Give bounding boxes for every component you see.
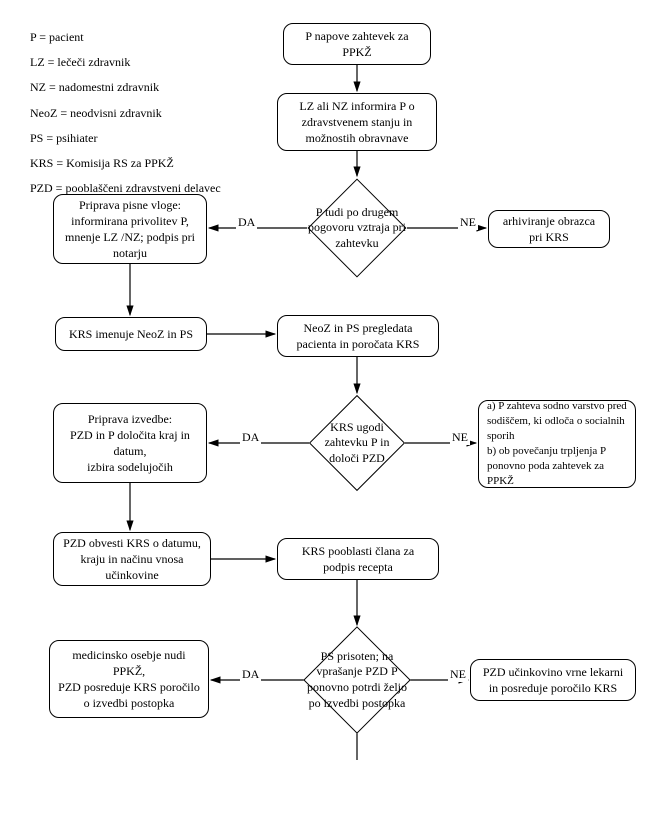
node-label: a) P zahteva sodno varstvo pred sodiščem… [487,399,627,488]
edge-label-no: NE [448,667,468,682]
node-d3: PS prisoten; na vprašanje PZD P ponovno … [304,627,410,733]
node-n8: a) P zahteva sodno varstvo pred sodiščem… [478,400,636,488]
edge-label-yes: DA [236,215,257,230]
node-label: P napove zahtevek za PPKŽ [292,28,422,60]
node-n9: PZD obvesti KRS o datumu, kraju in način… [53,532,211,586]
edge-label-no: NE [458,215,478,230]
node-label: NeoZ in PS pregledata pacienta in poroča… [286,320,430,352]
node-label: P tudi po drugem pogovoru vztraja pri za… [308,205,406,252]
legend-item: PS = psihiater [30,126,221,151]
node-n3: Priprava pisne vloge: informirana privol… [53,194,207,264]
legend-item: NeoZ = neodvisni zdravnik [30,101,221,126]
node-label: Priprava pisne vloge: informirana privol… [62,197,198,262]
node-label: LZ ali NZ informira P o zdravstvenem sta… [286,98,428,147]
node-n12: PZD učinkovino vrne lekarni in posreduje… [470,659,636,701]
node-n1: P napove zahtevek za PPKŽ [283,23,431,65]
legend: P = pacient LZ = lečeči zdravnik NZ = na… [30,25,221,201]
node-label: KRS imenuje NeoZ in PS [69,326,193,342]
edge-label-yes: DA [240,430,261,445]
node-n5: KRS imenuje NeoZ in PS [55,317,207,351]
node-label: KRS pooblasti člana za podpis recepta [286,543,430,575]
flowchart-canvas: P = pacient LZ = lečeči zdravnik NZ = na… [0,0,647,819]
node-label: Priprava izvedbe: PZD in P določita kraj… [62,411,198,476]
node-n10: KRS pooblasti člana za podpis recepta [277,538,439,580]
legend-item: LZ = lečeči zdravnik [30,50,221,75]
node-n4: arhiviranje obrazca pri KRS [488,210,610,248]
node-n2: LZ ali NZ informira P o zdravstvenem sta… [277,93,437,151]
node-d1: P tudi po drugem pogovoru vztraja pri za… [307,178,407,278]
edge-label-yes: DA [240,667,261,682]
edge-label-no: NE [450,430,470,445]
node-n6: NeoZ in PS pregledata pacienta in poroča… [277,315,439,357]
node-label: PZD obvesti KRS o datumu, kraju in način… [62,535,202,584]
node-label: arhiviranje obrazca pri KRS [497,213,601,245]
node-label: medicinsko osebje nudi PPKŽ, PZD posredu… [58,647,200,712]
legend-item: NZ = nadomestni zdravnik [30,75,221,100]
node-d2: KRS ugodi zahtevku P in določi PZD [309,395,405,491]
node-n11: medicinsko osebje nudi PPKŽ, PZD posredu… [49,640,209,718]
node-label: PZD učinkovino vrne lekarni in posreduje… [479,664,627,696]
node-label: KRS ugodi zahtevku P in določi PZD [313,420,401,467]
node-n7: Priprava izvedbe: PZD in P določita kraj… [53,403,207,483]
node-label: PS prisoten; na vprašanje PZD P ponovno … [303,649,411,711]
legend-item: P = pacient [30,25,221,50]
legend-item: KRS = Komisija RS za PPKŽ [30,151,221,176]
